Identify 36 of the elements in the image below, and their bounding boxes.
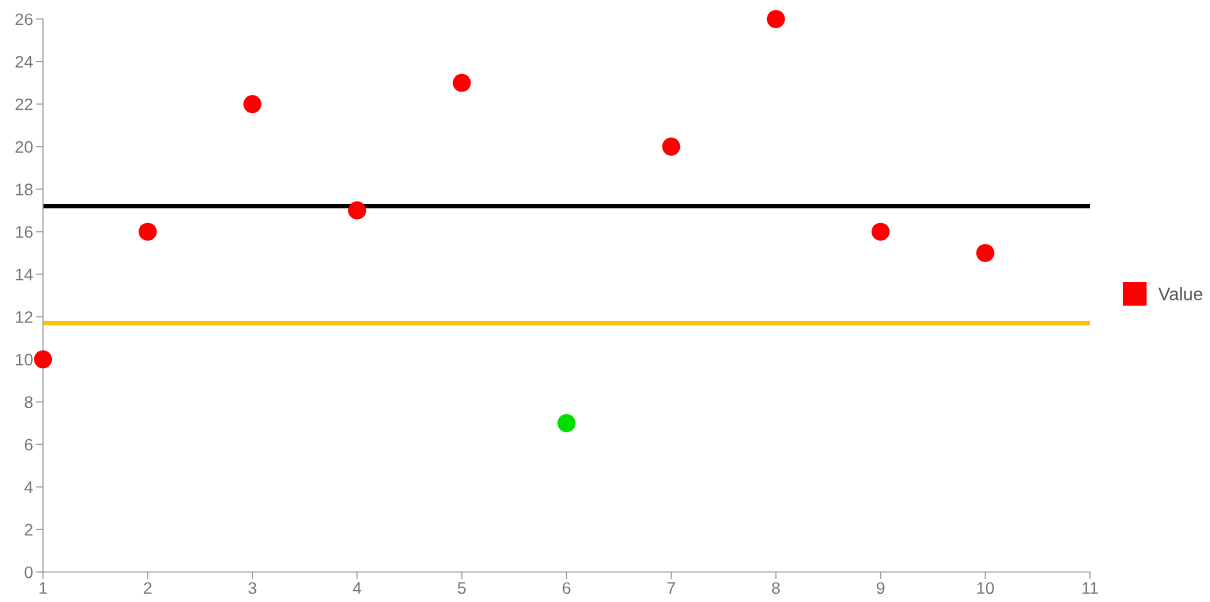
y-tick-label: 26 [15, 13, 33, 26]
y-tick-label: 18 [16, 183, 33, 196]
point [557, 414, 576, 433]
x-tick-label: 11 [1082, 582, 1098, 594]
point [766, 9, 785, 29]
x-tick-label: 1 [39, 582, 47, 594]
y-tick-label: 14 [16, 268, 33, 281]
x-tick-label: 9 [876, 582, 885, 594]
x-tick-label: 5 [457, 582, 466, 594]
legend-label: Value [1158, 287, 1203, 301]
x-tick-label: 2 [143, 582, 152, 594]
point [243, 95, 262, 114]
point [348, 201, 367, 220]
point [452, 73, 471, 92]
point [976, 243, 995, 263]
y-tick-label: 10 [16, 353, 33, 366]
point [662, 137, 681, 156]
y-tick-label: 22 [15, 98, 33, 111]
x-tick-label: 10 [977, 582, 994, 594]
y-tick-label: 12 [16, 311, 33, 323]
y-tick-label: 4 [24, 481, 33, 493]
x-tick-label: 3 [248, 582, 257, 594]
x-tick-label: 6 [562, 582, 571, 594]
y-tick-label: 6 [24, 438, 33, 451]
y-tick-label: 24 [15, 55, 33, 68]
point [138, 222, 157, 241]
x-tick-label: 8 [771, 582, 780, 594]
y-tick-label: 20 [15, 141, 33, 153]
x-tick-label: 4 [352, 582, 362, 594]
y-tick-label: 16 [16, 226, 33, 238]
point [871, 222, 890, 241]
x-tick-label: 7 [667, 582, 675, 594]
point [33, 350, 53, 369]
y-tick-label: 2 [24, 523, 33, 536]
y-tick-label: 8 [24, 396, 33, 409]
y-tick-label: 0 [24, 566, 33, 579]
